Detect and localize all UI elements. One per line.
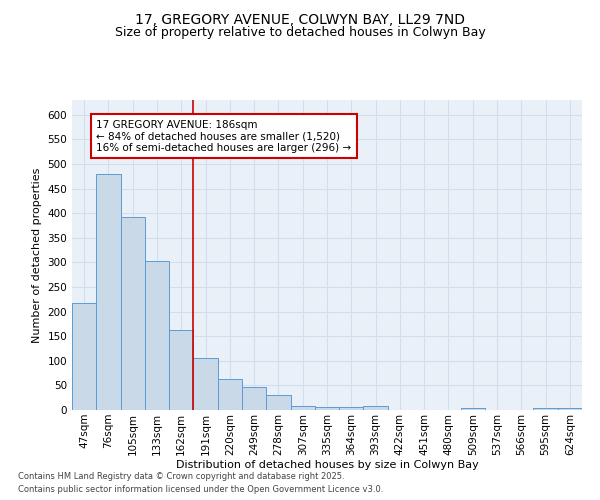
Bar xyxy=(193,358,218,410)
Text: Size of property relative to detached houses in Colwyn Bay: Size of property relative to detached ho… xyxy=(115,26,485,39)
Bar xyxy=(121,216,145,410)
Bar xyxy=(533,408,558,410)
Bar xyxy=(169,330,193,410)
Bar xyxy=(461,408,485,410)
Bar xyxy=(364,406,388,410)
Bar xyxy=(558,408,582,410)
Bar xyxy=(290,406,315,410)
Bar xyxy=(145,262,169,410)
Text: Contains HM Land Registry data © Crown copyright and database right 2025.: Contains HM Land Registry data © Crown c… xyxy=(18,472,344,481)
Bar xyxy=(266,395,290,410)
Text: 17 GREGORY AVENUE: 186sqm
← 84% of detached houses are smaller (1,520)
16% of se: 17 GREGORY AVENUE: 186sqm ← 84% of detac… xyxy=(96,120,352,153)
Text: Contains public sector information licensed under the Open Government Licence v3: Contains public sector information licen… xyxy=(18,485,383,494)
Bar xyxy=(315,407,339,410)
X-axis label: Distribution of detached houses by size in Colwyn Bay: Distribution of detached houses by size … xyxy=(176,460,478,470)
Bar xyxy=(339,407,364,410)
Y-axis label: Number of detached properties: Number of detached properties xyxy=(32,168,42,342)
Bar xyxy=(72,302,96,410)
Bar xyxy=(96,174,121,410)
Text: 17, GREGORY AVENUE, COLWYN BAY, LL29 7ND: 17, GREGORY AVENUE, COLWYN BAY, LL29 7ND xyxy=(135,12,465,26)
Bar xyxy=(218,379,242,410)
Bar xyxy=(242,388,266,410)
